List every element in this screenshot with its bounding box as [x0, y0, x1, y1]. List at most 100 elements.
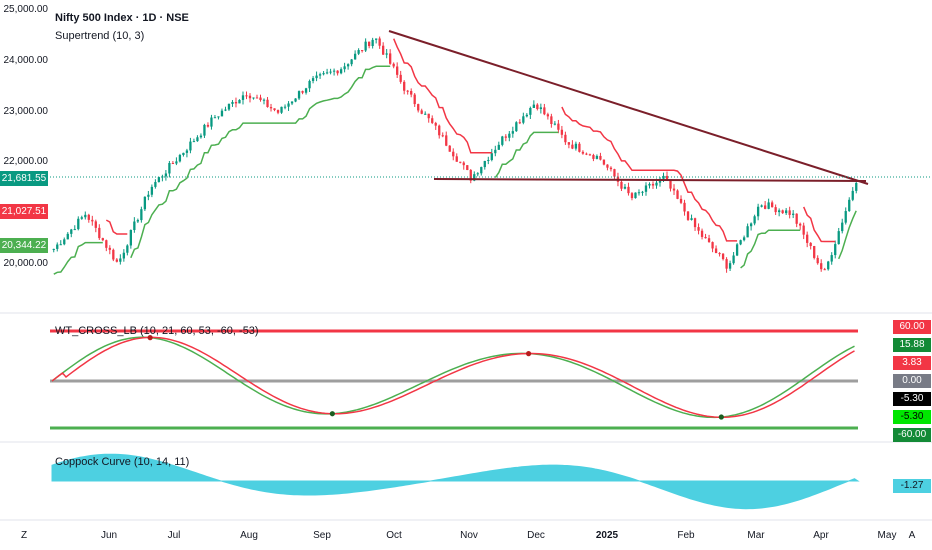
- candle-body: [94, 221, 97, 228]
- candle-body: [133, 221, 136, 231]
- candle-body: [714, 248, 718, 254]
- candle-body: [634, 192, 637, 199]
- auto-scale-icon[interactable]: A: [908, 530, 916, 541]
- candle-body: [360, 50, 364, 52]
- candle-body: [98, 227, 101, 239]
- candle-body: [711, 242, 714, 249]
- candle-body: [767, 202, 770, 209]
- coppock-badge: -1.27: [893, 479, 931, 493]
- wt-series: [51, 335, 855, 420]
- candle-body: [739, 240, 742, 245]
- candle-body: [756, 206, 760, 217]
- wt2-line: [51, 336, 855, 419]
- candle-body: [806, 234, 809, 243]
- wt-badge-zero: 0.00: [893, 374, 931, 388]
- candle-body: [686, 211, 690, 220]
- candle-body: [802, 225, 805, 235]
- candle-body: [378, 38, 381, 46]
- supertrend-label[interactable]: Supertrend (10, 3): [55, 30, 145, 42]
- candle-body: [238, 99, 241, 104]
- candle-body: [672, 188, 676, 191]
- candle-body: [539, 107, 543, 110]
- candle-body: [445, 135, 448, 146]
- candle-body: [375, 38, 378, 40]
- candle-body: [315, 75, 318, 79]
- candle-body: [700, 230, 704, 237]
- candle-body: [403, 81, 406, 91]
- wt-badge-wt2: 3.83: [893, 356, 931, 370]
- horizontal-trendline[interactable]: [433, 178, 867, 182]
- candle-body: [855, 182, 858, 191]
- candle-body: [609, 167, 613, 170]
- supertrend-up-line: [130, 65, 391, 259]
- candle-body: [543, 107, 546, 115]
- candle-body: [820, 263, 823, 270]
- candle-body: [108, 247, 111, 250]
- candle-body: [697, 227, 700, 231]
- coppock-indicator-label[interactable]: Coppock Curve (10, 14, 11): [55, 456, 190, 468]
- candle-body: [77, 218, 80, 230]
- candle-body: [175, 161, 178, 164]
- candle-body: [844, 211, 847, 223]
- candle-body: [59, 244, 62, 246]
- candle-body: [329, 71, 332, 73]
- candle-body: [434, 122, 437, 126]
- candle-body: [841, 222, 844, 232]
- candle-body: [753, 216, 756, 224]
- candle-body: [206, 124, 210, 127]
- candle-body: [511, 131, 514, 134]
- candle-body: [112, 249, 115, 260]
- candle-body: [792, 213, 795, 215]
- candle-body: [602, 159, 606, 165]
- candle-body: [161, 176, 164, 178]
- candle-body: [707, 238, 711, 243]
- candle-body: [424, 113, 427, 115]
- candle-body: [676, 190, 679, 199]
- candle-body: [693, 218, 697, 228]
- coppock-series: [51, 453, 860, 510]
- supertrend-down-line: [803, 206, 836, 243]
- candle-body: [364, 41, 367, 51]
- candle-body: [718, 253, 721, 255]
- candle-body: [189, 141, 192, 151]
- candle-body: [553, 123, 557, 125]
- candle-body: [644, 185, 648, 192]
- candle-body: [371, 39, 374, 47]
- candle-body: [557, 123, 560, 130]
- candle-body: [746, 226, 749, 238]
- candle-body: [623, 186, 627, 189]
- candle-body: [606, 164, 609, 168]
- wt-cross-dot: [525, 351, 532, 357]
- candle-body: [462, 162, 465, 166]
- candle-body: [192, 141, 196, 143]
- candle-body: [728, 263, 732, 269]
- supertrend-lower-badge: 20,344.22: [0, 238, 48, 253]
- candle-body: [287, 103, 290, 107]
- time-tick: Oct: [386, 530, 402, 541]
- candle-body: [515, 122, 518, 132]
- candle-body: [662, 175, 665, 179]
- candle-body: [497, 144, 500, 150]
- wt-indicator-label[interactable]: WT_CROSS_LB (10, 21, 60, 53, -60, -53): [55, 325, 259, 337]
- candle-body: [290, 101, 294, 104]
- candle-body: [87, 214, 90, 220]
- candle-body: [585, 153, 588, 155]
- supertrend-down-line: [393, 38, 492, 154]
- candle-body: [399, 74, 402, 82]
- candle-body: [56, 244, 59, 249]
- candle-body: [795, 213, 798, 224]
- candle-body: [311, 78, 315, 81]
- candle-body: [504, 136, 507, 138]
- candle-body: [336, 70, 339, 74]
- candle-body: [245, 95, 248, 97]
- descending-trendline[interactable]: [388, 30, 869, 185]
- candle-body: [367, 41, 371, 47]
- candle-body: [536, 104, 539, 110]
- wt-badge-neg2: -5.30: [893, 410, 931, 424]
- candle-body: [196, 137, 199, 142]
- zoom-icon[interactable]: Z: [20, 530, 28, 541]
- candle-body: [774, 207, 777, 213]
- price-tick: 25,000.00: [3, 4, 49, 15]
- wt-cross-dot: [147, 335, 153, 341]
